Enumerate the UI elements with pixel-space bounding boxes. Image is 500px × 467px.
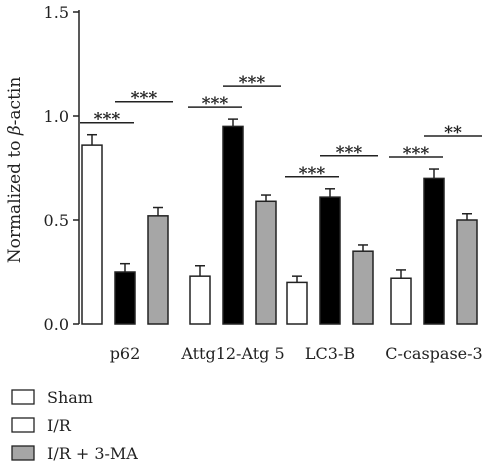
- bar: [352, 250, 374, 325]
- significance-label: ***: [299, 164, 326, 184]
- y-tick-label: 1.5: [44, 3, 69, 22]
- y-axis-label-prefix: Normalized to: [5, 135, 25, 263]
- significance-label: ***: [336, 143, 363, 163]
- bar: [286, 281, 308, 325]
- y-axis-label: Normalized to β-actin: [5, 77, 25, 264]
- x-category-label: LC3-B: [305, 344, 355, 363]
- bar: [222, 125, 244, 325]
- x-category-label: C-caspase-3: [385, 344, 482, 363]
- bar: [189, 275, 211, 325]
- legend-swatch: [11, 389, 35, 405]
- significance-label: ***: [403, 144, 430, 164]
- bar: [319, 196, 341, 325]
- bar: [456, 219, 478, 325]
- y-tick-label: 0.5: [44, 211, 69, 230]
- x-category-label: Attg12-Atg 5: [180, 344, 284, 363]
- significance-label: ***: [239, 73, 266, 93]
- bars: [81, 118, 478, 325]
- y-tick-label: 1.0: [44, 107, 69, 126]
- significance-label: ***: [202, 94, 229, 114]
- y-axis-label-greek: β: [5, 125, 25, 136]
- significance-label: **: [444, 123, 462, 143]
- y-tick-label: 0.0: [44, 315, 69, 334]
- significance-brackets: ****** ************ *****: [80, 73, 482, 184]
- legend-swatch: [11, 417, 35, 433]
- bar: [423, 177, 445, 325]
- significance-label: ***: [94, 110, 121, 130]
- bar: [147, 215, 169, 325]
- y-axis: 0.0 0.5 1.0 1.5: [44, 3, 80, 334]
- legend: Sham I/R I/R + 3-MA: [11, 388, 138, 463]
- legend-label: Sham: [47, 388, 93, 407]
- x-category-label: p62: [110, 344, 141, 363]
- bar: [81, 144, 103, 325]
- y-axis-label-suffix: -actin: [5, 77, 25, 126]
- legend-swatch: [11, 445, 35, 461]
- significance-label: ***: [131, 89, 158, 109]
- bar: [390, 277, 412, 325]
- x-axis-labels: p62 Attg12-Atg 5 LC3-B C-caspase-3: [110, 344, 483, 363]
- bar: [114, 271, 136, 325]
- legend-label: I/R: [47, 416, 72, 435]
- bar: [255, 200, 277, 325]
- legend-label: I/R + 3-MA: [47, 444, 138, 463]
